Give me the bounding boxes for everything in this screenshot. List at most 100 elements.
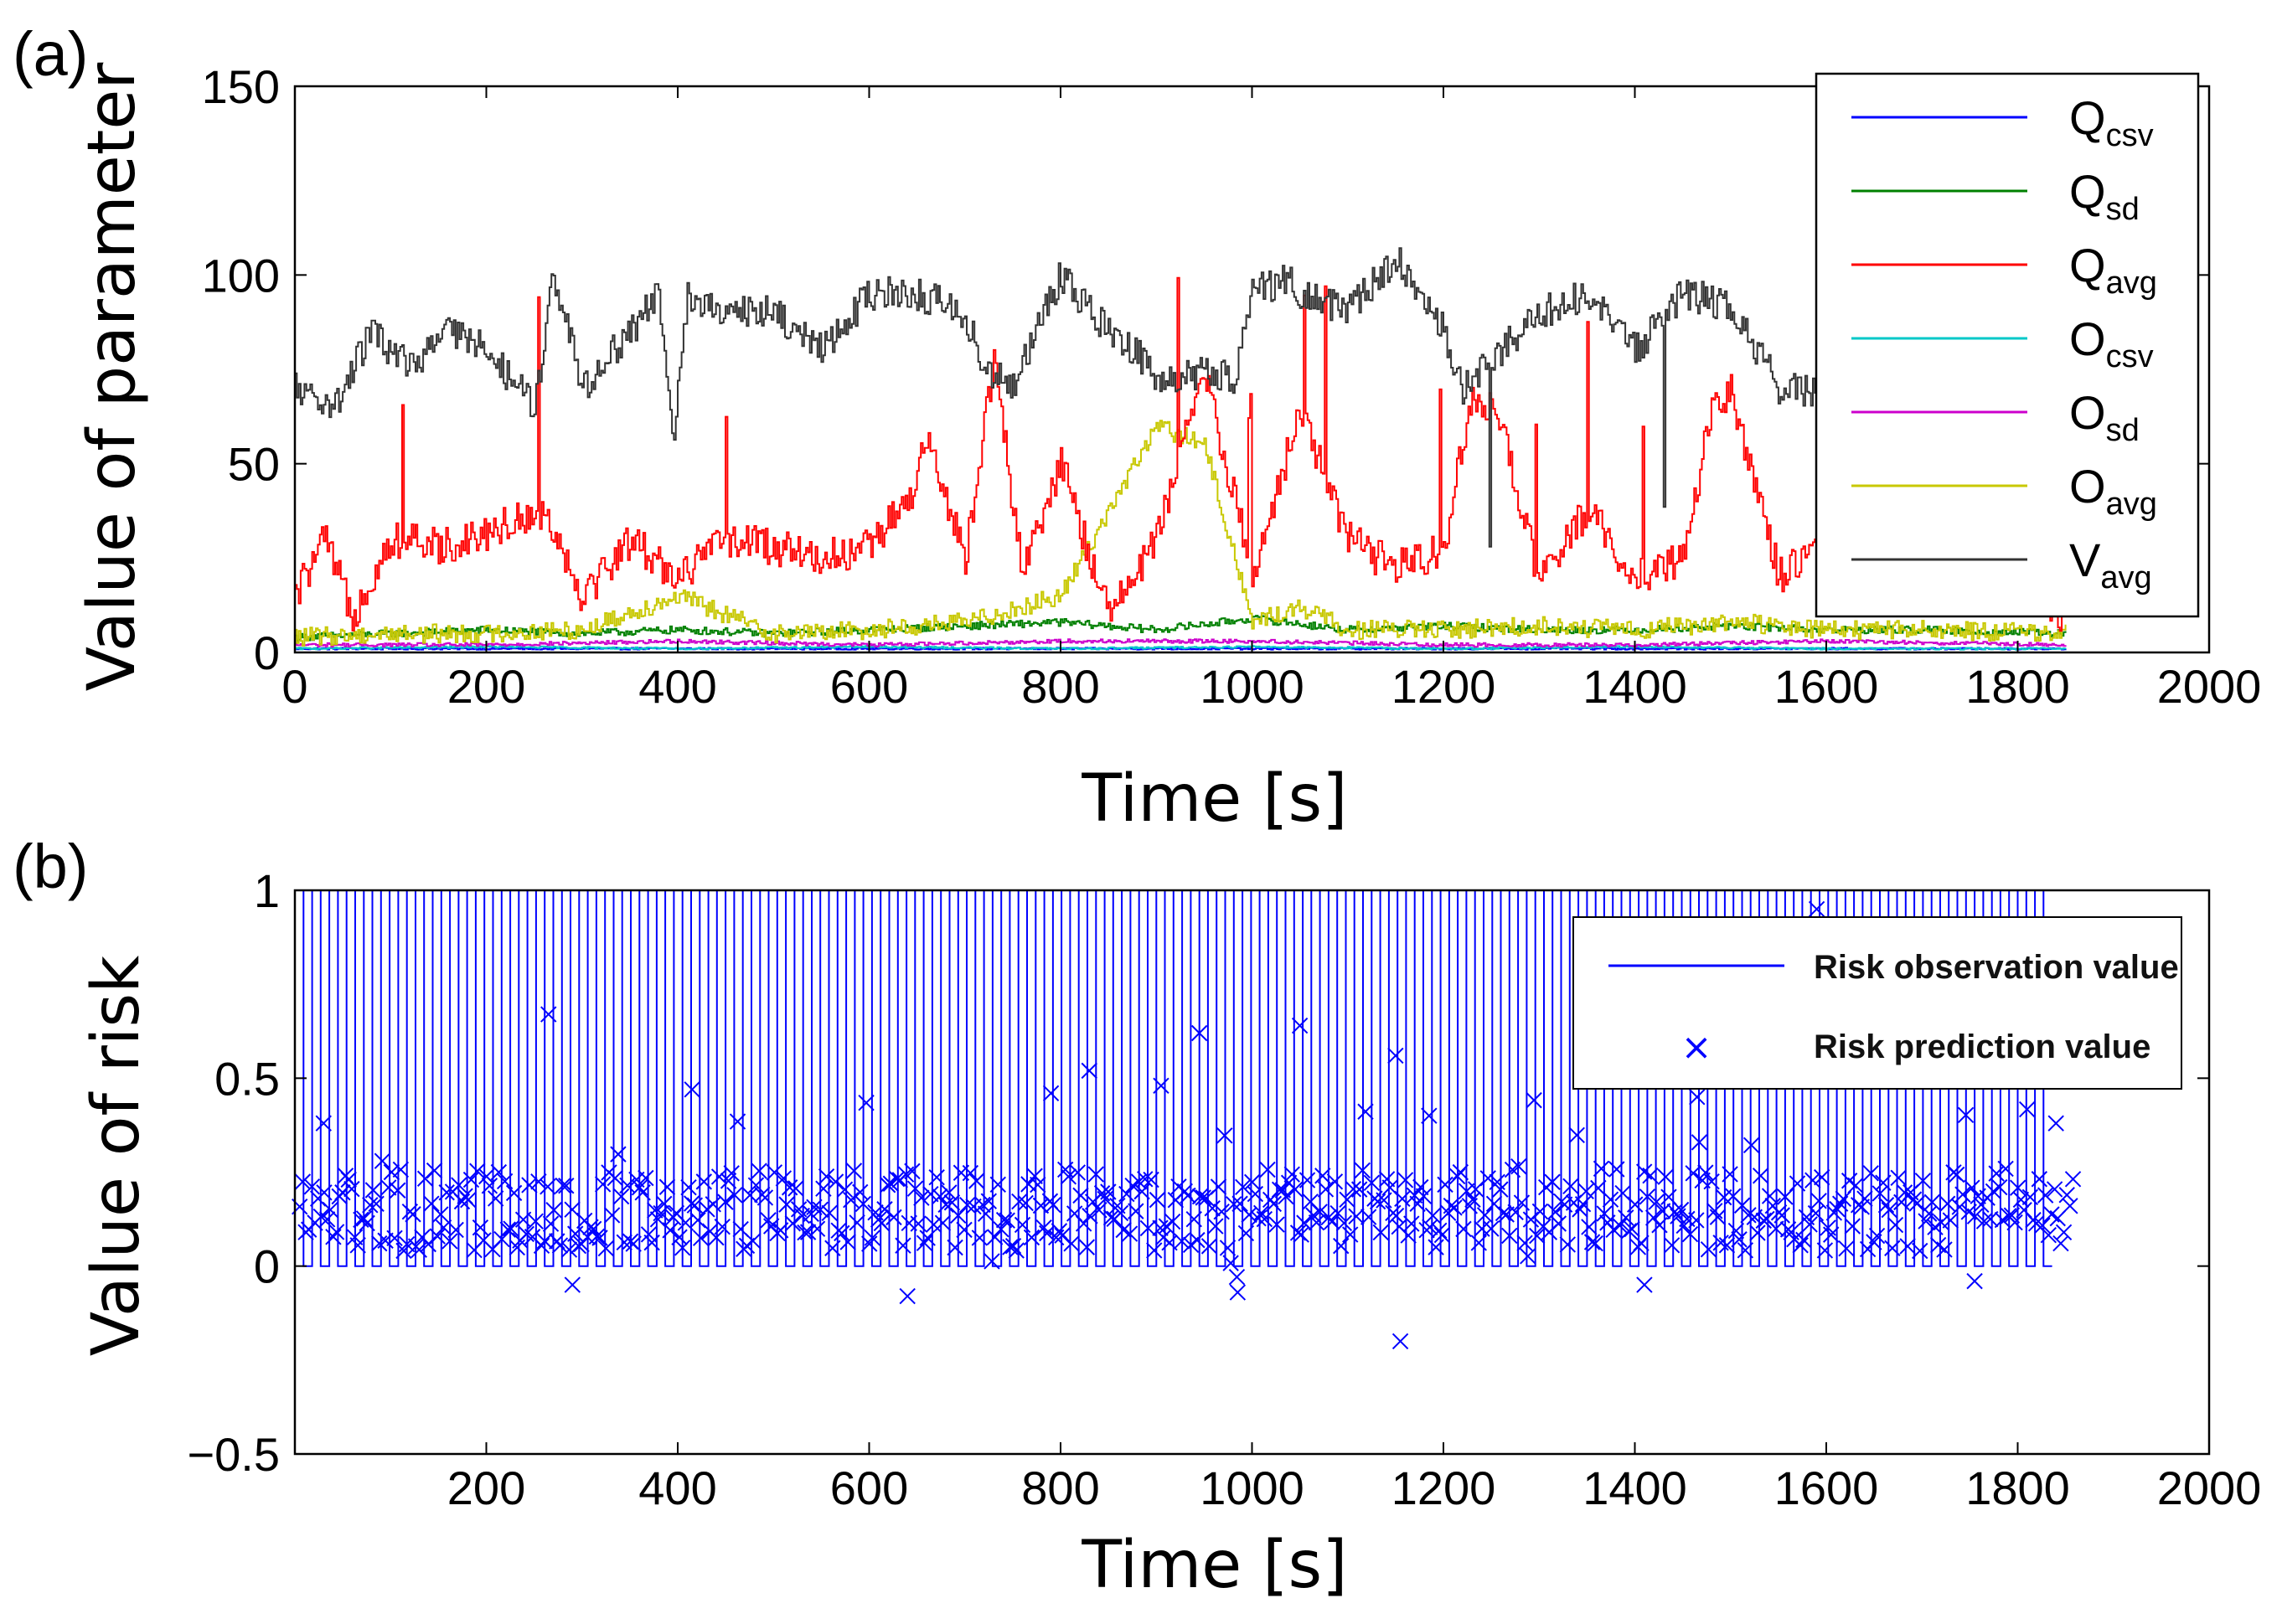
risk-prediction-marker [2055,1224,2073,1240]
risk-prediction-marker [1400,1227,1417,1244]
risk-prediction-marker [1792,1237,1809,1254]
risk-prediction-marker [1703,1173,1720,1190]
risk-prediction-marker [1091,1201,1107,1219]
risk-prediction-marker [695,1173,713,1190]
risk-prediction-marker [1256,1210,1273,1228]
y-tick-label: 50 [228,438,280,491]
risk-prediction-marker [1568,1126,1585,1144]
risk-prediction-marker [1936,1241,1953,1258]
risk-prediction-marker [1914,1173,1932,1189]
risk-prediction-marker [1474,1220,1490,1237]
panel-a: (a) 0 200 400 600 800 1000 1200 1400 1600 1800 200… [13,19,2261,837]
risk-prediction-marker [429,1228,446,1245]
risk-prediction-marker [1872,1185,1888,1202]
risk-prediction-marker [1011,1193,1028,1210]
risk-prediction-marker [1004,1237,1022,1255]
risk-prediction-marker [405,1206,421,1223]
risk-prediction-marker [1176,1183,1194,1200]
risk-prediction-marker [1633,1235,1650,1251]
risk-prediction-marker [451,1177,467,1194]
risk-prediction-marker [1581,1219,1598,1235]
risk-prediction-marker [662,1222,679,1239]
risk-prediction-marker [852,1183,869,1201]
risk-prediction-marker [1078,1239,1096,1255]
risk-prediction-marker [447,1221,464,1239]
risk-prediction-marker [432,1206,449,1223]
risk-prediction-marker [558,1178,575,1194]
risk-prediction-marker [1685,1165,1701,1182]
x-tick-label: 1400 [1582,660,1687,713]
risk-prediction-marker [747,1177,765,1194]
risk-prediction-marker [545,1202,562,1219]
risk-prediction-marker [1492,1181,1509,1198]
risk-prediction-marker [610,1146,627,1163]
risk-prediction-marker [1452,1163,1469,1181]
risk-prediction-marker [766,1164,783,1181]
risk-prediction-marker [895,1237,911,1254]
risk-prediction-marker [1032,1197,1050,1214]
risk-prediction-marker [1137,1171,1154,1188]
risk-prediction-marker [808,1220,826,1237]
risk-prediction-marker [1483,1220,1500,1237]
risk-prediction-marker [542,1215,560,1232]
risk-prediction-marker [821,1204,838,1222]
risk-prediction-marker [371,1235,388,1252]
risk-prediction-marker [374,1152,391,1169]
risk-prediction-marker [462,1171,480,1188]
risk-prediction-marker [1153,1077,1169,1095]
risk-prediction-marker [686,1197,704,1214]
risk-prediction-marker [1814,1168,1830,1186]
risk-prediction-marker [1709,1209,1727,1225]
risk-prediction-marker [1896,1184,1913,1201]
risk-prediction-marker [521,1177,538,1194]
risk-prediction-marker [1706,1203,1723,1219]
risk-prediction-marker [1035,1219,1052,1236]
risk-prediction-marker [1587,1235,1603,1252]
risk-prediction-marker [1455,1220,1472,1238]
risk-prediction-marker [2006,1214,2023,1231]
risk-prediction-marker [1768,1220,1784,1237]
panel-b-legend: Risk observation value × Risk prediction… [1572,916,2182,1090]
risk-prediction-marker [460,1192,477,1209]
series-line-O-sd [295,638,2067,648]
risk-prediction-marker [312,1208,330,1225]
risk-prediction-marker [934,1214,952,1231]
risk-prediction-marker [1226,1196,1242,1213]
risk-prediction-marker [1467,1181,1484,1198]
legend-label-O-csv: Ocsv [2069,312,2154,374]
risk-prediction-marker [1666,1203,1683,1220]
risk-prediction-marker [1314,1168,1331,1184]
series-line-Q-sd [295,615,2067,642]
risk-prediction-marker [386,1230,403,1247]
risk-prediction-marker [888,1170,906,1188]
risk-prediction-marker [787,1180,804,1197]
risk-prediction-marker [1562,1178,1579,1195]
risk-prediction-marker [1372,1224,1389,1241]
risk-prediction-marker [824,1240,841,1256]
risk-prediction-marker [410,1241,428,1258]
risk-prediction-marker [1149,1191,1166,1209]
risk-prediction-marker [1189,1231,1206,1249]
x-tick-label: 200 [447,1462,525,1514]
x-tick-label: 400 [638,660,716,713]
risk-prediction-marker [943,1194,961,1211]
risk-prediction-marker [781,1179,798,1196]
legend-label-Q-csv: Qcsv [2069,91,2154,153]
risk-prediction-marker [919,1230,936,1246]
risk-prediction-marker [1862,1165,1879,1182]
risk-prediction-marker [1991,1178,2008,1196]
risk-prediction-marker [472,1219,489,1236]
risk-prediction-marker [303,1178,321,1195]
risk-prediction-marker [560,1241,578,1258]
risk-prediction-marker [1877,1197,1895,1214]
risk-prediction-marker [1204,1199,1221,1217]
risk-prediction-marker [1951,1199,1968,1215]
risk-prediction-marker [873,1214,891,1232]
risk-prediction-marker [1391,1333,1409,1350]
risk-prediction-marker [1890,1169,1907,1187]
risk-prediction-marker [594,1176,612,1193]
risk-prediction-marker [1133,1183,1150,1200]
risk-prediction-marker [555,1177,571,1194]
risk-prediction-marker [1510,1158,1527,1175]
risk-prediction-marker [1252,1204,1270,1221]
